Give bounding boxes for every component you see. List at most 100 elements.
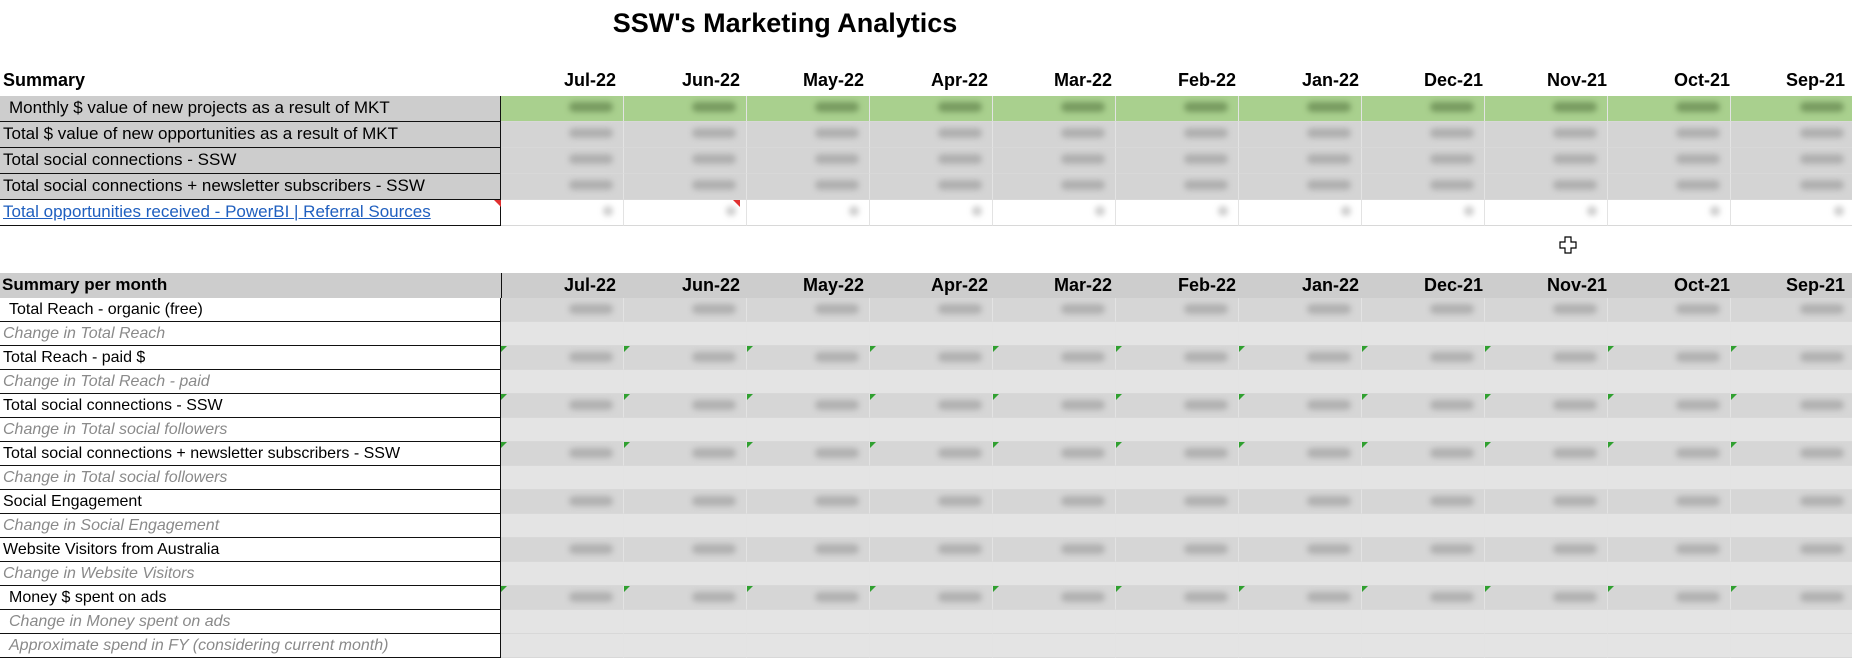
per-month-cell[interactable] [1239, 562, 1362, 586]
per-month-cell[interactable] [870, 514, 993, 538]
per-month-cell[interactable] [1362, 514, 1485, 538]
per-month-cell[interactable] [870, 562, 993, 586]
per-month-cell[interactable] [1362, 418, 1485, 442]
per-month-cell[interactable] [993, 442, 1116, 466]
per-month-cell[interactable] [870, 610, 993, 634]
per-month-cell[interactable] [501, 490, 624, 514]
per-month-cell[interactable] [747, 466, 870, 490]
per-month-cell[interactable] [747, 562, 870, 586]
per-month-cell[interactable] [1362, 610, 1485, 634]
per-month-cell[interactable] [624, 442, 747, 466]
per-month-cell[interactable] [1362, 322, 1485, 346]
per-month-cell[interactable] [501, 442, 624, 466]
summary-cell[interactable] [1608, 200, 1731, 226]
summary-cell[interactable] [1731, 96, 1852, 122]
summary-cell[interactable] [993, 148, 1116, 174]
per-month-cell[interactable] [501, 298, 624, 322]
per-month-cell[interactable] [1362, 538, 1485, 562]
per-month-cell[interactable] [1116, 562, 1239, 586]
summary-cell[interactable] [624, 148, 747, 174]
summary-cell[interactable] [747, 200, 870, 226]
summary-cell[interactable] [747, 96, 870, 122]
summary-cell[interactable] [1608, 96, 1731, 122]
per-month-cell[interactable] [624, 466, 747, 490]
per-month-cell[interactable] [1362, 490, 1485, 514]
per-month-cell[interactable] [1731, 490, 1852, 514]
per-month-cell[interactable] [624, 562, 747, 586]
per-month-cell[interactable] [1485, 466, 1608, 490]
per-month-cell[interactable] [1485, 298, 1608, 322]
per-month-cell[interactable] [1239, 610, 1362, 634]
summary-cell[interactable] [993, 174, 1116, 200]
per-month-cell[interactable] [1239, 514, 1362, 538]
summary-cell[interactable] [624, 174, 747, 200]
per-month-cell[interactable] [1116, 298, 1239, 322]
summary-cell[interactable] [993, 96, 1116, 122]
summary-cell[interactable] [1362, 200, 1485, 226]
summary-cell[interactable] [870, 122, 993, 148]
summary-cell[interactable] [1485, 200, 1608, 226]
per-month-cell[interactable] [747, 586, 870, 610]
per-month-cell[interactable] [1485, 346, 1608, 370]
per-month-cell[interactable] [993, 610, 1116, 634]
per-month-cell[interactable] [1239, 298, 1362, 322]
per-month-cell[interactable] [624, 370, 747, 394]
per-month-cell[interactable] [993, 346, 1116, 370]
per-month-cell[interactable] [1608, 586, 1731, 610]
summary-cell[interactable] [1608, 174, 1731, 200]
per-month-cell[interactable] [1239, 490, 1362, 514]
per-month-cell[interactable] [1608, 322, 1731, 346]
per-month-cell[interactable] [870, 634, 993, 658]
per-month-cell[interactable] [1239, 394, 1362, 418]
per-month-cell[interactable] [501, 346, 624, 370]
summary-cell[interactable] [870, 174, 993, 200]
per-month-cell[interactable] [870, 586, 993, 610]
per-month-cell[interactable] [501, 322, 624, 346]
per-month-cell[interactable] [1731, 538, 1852, 562]
per-month-cell[interactable] [1608, 490, 1731, 514]
comment-indicator-icon[interactable] [733, 200, 740, 207]
per-month-cell[interactable] [1731, 634, 1852, 658]
summary-cell[interactable] [870, 148, 993, 174]
per-month-cell[interactable] [1608, 418, 1731, 442]
per-month-cell[interactable] [501, 394, 624, 418]
per-month-cell[interactable] [1362, 298, 1485, 322]
per-month-cell[interactable] [1485, 634, 1608, 658]
summary-cell[interactable] [1485, 148, 1608, 174]
summary-cell[interactable] [1608, 148, 1731, 174]
per-month-cell[interactable] [1362, 370, 1485, 394]
per-month-cell[interactable] [1116, 466, 1239, 490]
summary-cell[interactable] [1239, 174, 1362, 200]
per-month-cell[interactable] [1608, 442, 1731, 466]
per-month-cell[interactable] [1731, 514, 1852, 538]
summary-cell[interactable] [1239, 122, 1362, 148]
per-month-cell[interactable] [747, 490, 870, 514]
summary-cell[interactable] [1116, 96, 1239, 122]
per-month-cell[interactable] [870, 490, 993, 514]
per-month-cell[interactable] [1608, 466, 1731, 490]
summary-cell[interactable] [1239, 200, 1362, 226]
comment-indicator-icon[interactable] [494, 200, 501, 207]
per-month-cell[interactable] [747, 442, 870, 466]
summary-cell[interactable] [993, 200, 1116, 226]
summary-cell[interactable] [1362, 174, 1485, 200]
per-month-cell[interactable] [993, 394, 1116, 418]
summary-cell[interactable] [1116, 122, 1239, 148]
summary-cell[interactable] [501, 122, 624, 148]
per-month-cell[interactable] [1731, 562, 1852, 586]
per-month-cell[interactable] [1362, 586, 1485, 610]
per-month-cell[interactable] [1731, 298, 1852, 322]
summary-cell[interactable] [1731, 174, 1852, 200]
summary-cell[interactable] [1608, 122, 1731, 148]
summary-cell[interactable] [501, 148, 624, 174]
per-month-cell[interactable] [501, 370, 624, 394]
per-month-cell[interactable] [1485, 418, 1608, 442]
per-month-cell[interactable] [870, 370, 993, 394]
per-month-cell[interactable] [1731, 610, 1852, 634]
per-month-cell[interactable] [501, 634, 624, 658]
summary-cell[interactable] [1731, 122, 1852, 148]
per-month-cell[interactable] [747, 370, 870, 394]
per-month-cell[interactable] [993, 298, 1116, 322]
summary-cell[interactable] [1485, 174, 1608, 200]
per-month-cell[interactable] [1116, 514, 1239, 538]
